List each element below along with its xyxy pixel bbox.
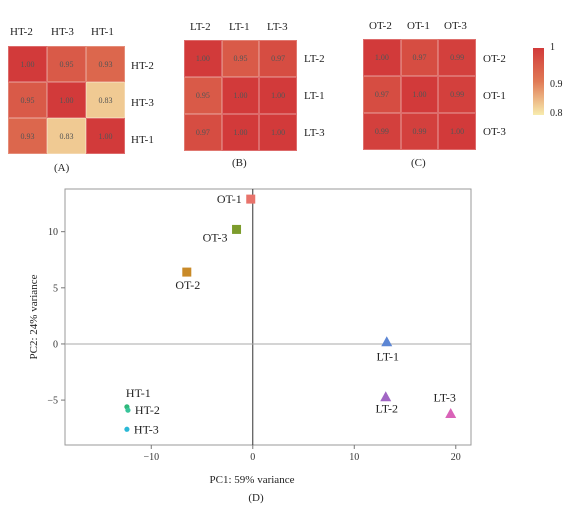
color-scale-bar <box>533 48 544 115</box>
heatmap-a-row-label-2: HT-3 <box>131 97 154 109</box>
ot-2-label: OT-2 <box>175 278 200 292</box>
heatmap-a-cell-3-2: 0.83 <box>47 118 86 154</box>
x-tick-label: −10 <box>143 452 159 463</box>
heatmap-a-cell-2-1: 0.95 <box>8 82 47 118</box>
heatmap-a-cell-3-1: 0.93 <box>8 118 47 154</box>
color-scale-tick-1: 1 <box>550 42 555 53</box>
lt-2-label: LT-2 <box>376 402 398 416</box>
heatmap-b-col-label-1: LT-2 <box>190 21 211 33</box>
heatmap-a-cell-1-1: 1.00 <box>8 46 47 82</box>
heatmap-a-cell-2-3: 0.83 <box>86 82 125 118</box>
heatmap-b-cell-3-3: 1.00 <box>259 114 297 151</box>
heatmap-c-cell-3-2: 0.99 <box>400 113 439 150</box>
heatmap-c-col-label-3: OT-3 <box>444 20 467 32</box>
lt-2-point <box>380 391 392 402</box>
y-tick-label: −5 <box>47 396 58 407</box>
heatmap-b-cell-2-1: 0.95 <box>184 77 222 114</box>
plot-frame <box>64 188 472 446</box>
ot-2-point <box>182 267 192 277</box>
heatmap-a-row-label-1: HT-2 <box>131 60 154 72</box>
ht-1-label: HT-1 <box>126 386 151 400</box>
x-axis-label: PC1: 59% variance <box>210 474 295 486</box>
color-scale-tick-0-9: 0.9 <box>550 79 563 90</box>
ot-3-label: OT-3 <box>203 230 228 244</box>
lt-1-point <box>381 336 393 347</box>
heatmap-c-cell-2-2: 1.00 <box>400 76 439 113</box>
heatmap-a-col-label-2: HT-3 <box>51 26 74 38</box>
heatmap-c-col-label-1: OT-2 <box>369 20 392 32</box>
ht-3-point <box>124 426 130 432</box>
pca-points: OT-1 OT-3 OT-2 LT-1 LT-2 LT-3 HT-1 HT-2 HT-3 <box>124 192 457 436</box>
heatmap-a-cell-3-3: 1.00 <box>86 118 125 154</box>
heatmap-b-row-label-3: LT-3 <box>304 127 325 139</box>
heatmap-a-row-label-3: HT-1 <box>131 134 154 146</box>
heatmap-a-cell-1-3: 0.93 <box>86 46 125 82</box>
heatmap-c-cell-3-1: 0.99 <box>363 113 401 150</box>
ot-1-point <box>246 194 256 204</box>
heatmap-c-cell-1-3: 0.99 <box>438 39 476 76</box>
heatmap-b-cell-1-1: 1.00 <box>184 40 222 77</box>
heatmap-b-cell-3-2: 1.00 <box>221 114 260 151</box>
ht-2-point <box>125 407 131 413</box>
x-tick-label: 20 <box>451 452 461 463</box>
heatmap-c: 1.00 0.97 0.99 0.97 1.00 0.99 0.99 0.99 1.00 <box>363 39 476 150</box>
heatmap-b-cell-2-2: 1.00 <box>221 77 260 114</box>
lt-3-label: LT-3 <box>433 391 455 405</box>
heatmap-a-col-label-1: HT-2 <box>10 26 33 38</box>
heatmap-c-caption: (C) <box>411 157 426 169</box>
y-tick-label: 5 <box>53 283 58 294</box>
heatmap-c-cell-2-1: 0.97 <box>363 76 401 113</box>
heatmap-c-cell-2-3: 0.99 <box>438 76 476 113</box>
heatmap-c-cell-1-2: 0.97 <box>400 39 439 76</box>
lt-1-label: LT-1 <box>377 350 399 364</box>
heatmap-b-col-label-2: LT-1 <box>229 21 250 33</box>
heatmap-b-row-label-2: LT-1 <box>304 90 325 102</box>
heatmap-c-col-label-2: OT-1 <box>407 20 430 32</box>
heatmap-a: 1.00 0.95 0.93 0.95 1.00 0.83 0.93 0.83 1.00 <box>8 46 125 154</box>
heatmap-c-row-label-2: OT-1 <box>483 90 506 102</box>
y-tick-label: 10 <box>48 227 58 238</box>
heatmap-a-col-label-3: HT-1 <box>91 26 114 38</box>
pca-caption: (D) <box>248 492 264 504</box>
heatmap-c-cell-3-3: 1.00 <box>438 113 476 150</box>
x-tick-label: 0 <box>250 452 255 463</box>
heatmap-a-cell-2-2: 1.00 <box>47 82 86 118</box>
x-tick-label: 10 <box>349 452 359 463</box>
pca-axes: −10 0 10 20 −5 0 5 10 <box>47 189 471 463</box>
ht-3-label: HT-3 <box>134 422 159 436</box>
ot-3-point <box>232 224 242 234</box>
heatmap-a-caption: (A) <box>54 162 70 174</box>
lt-3-point <box>445 408 457 419</box>
heatmap-b-caption: (B) <box>232 157 247 169</box>
y-tick-label: 0 <box>53 339 58 350</box>
heatmap-c-row-label-3: OT-3 <box>483 126 506 138</box>
heatmap-c-cell-1-1: 1.00 <box>363 39 401 76</box>
y-axis-label: PC2: 24% variance <box>28 274 40 359</box>
heatmap-a-cell-1-2: 0.95 <box>47 46 86 82</box>
heatmap-b-cell-1-3: 0.97 <box>259 40 297 77</box>
heatmap-b-cell-1-2: 0.95 <box>221 40 260 77</box>
heatmap-b-row-label-1: LT-2 <box>304 53 325 65</box>
heatmap-b: 1.00 0.95 0.97 0.95 1.00 1.00 0.97 1.00 1.00 <box>184 40 297 151</box>
heatmap-b-cell-3-1: 0.97 <box>184 114 222 151</box>
ht-2-label: HT-2 <box>135 403 160 417</box>
heatmap-b-col-label-3: LT-3 <box>267 21 288 33</box>
ot-1-label: OT-1 <box>217 192 242 206</box>
color-scale-tick-0-8: 0.8 <box>550 108 563 119</box>
heatmap-b-cell-2-3: 1.00 <box>259 77 297 114</box>
heatmap-c-row-label-1: OT-2 <box>483 53 506 65</box>
